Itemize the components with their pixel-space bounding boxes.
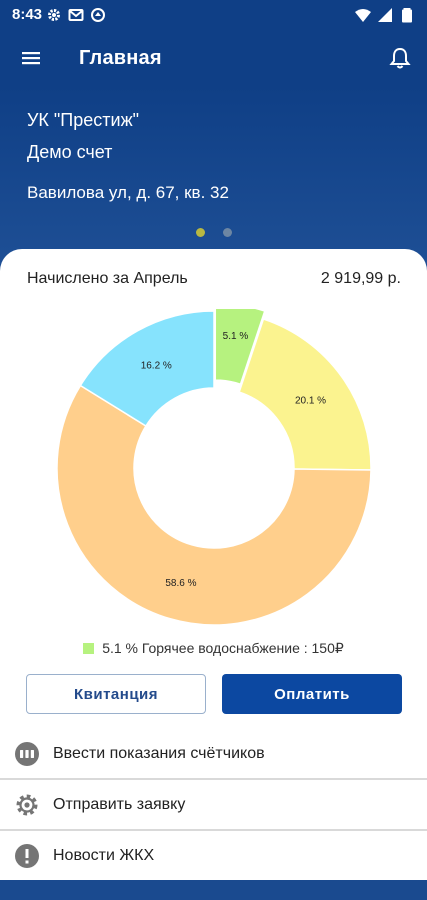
- charged-label: Начислено за Апрель: [27, 270, 188, 287]
- meter-icon: [15, 741, 39, 766]
- chart-slice[interactable]: [214, 309, 266, 386]
- pay-button[interactable]: Оплатить: [222, 674, 402, 714]
- settings-icon: [48, 9, 60, 21]
- carousel-indicator: [196, 228, 232, 237]
- slice-label: 5.1 %: [223, 331, 249, 342]
- legend-text: 5.1 % Горячее водоснабжение : 150₽: [102, 640, 344, 656]
- donut-hole: [144, 398, 284, 538]
- slice-label: 16.2 %: [141, 361, 172, 372]
- menu-item-label: Новости ЖКХ: [53, 846, 155, 864]
- receipt-button[interactable]: Квитанция: [26, 674, 206, 714]
- status-time: 8:43: [12, 6, 43, 23]
- slice-label: 20.1 %: [295, 395, 326, 406]
- mail-icon: [68, 9, 84, 21]
- carousel-dot-1[interactable]: [196, 228, 205, 237]
- menu-item-news[interactable]: Новости ЖКХ: [0, 831, 427, 880]
- management-company-name: УК "Престиж": [27, 110, 139, 130]
- charged-amount: 2 919,99 р.: [320, 270, 401, 287]
- account-name: Демо счет: [27, 142, 113, 162]
- account-address: Вавилова ул, д. 67, кв. 32: [27, 183, 229, 202]
- signal-icon: [378, 8, 392, 22]
- slice-label: 58.6 %: [165, 578, 196, 589]
- alert-icon: [15, 843, 39, 868]
- hamburger-menu-icon[interactable]: [18, 46, 44, 70]
- charges-donut-chart[interactable]: 5.1 % 20.1 % 58.6 % 16.2 %: [55, 309, 373, 627]
- app-bar: Главная: [0, 30, 427, 86]
- wifi-icon: [355, 9, 371, 22]
- notification-bell-icon[interactable]: [387, 45, 413, 71]
- battery-icon: [402, 8, 412, 23]
- status-bar: 8:43: [0, 0, 427, 30]
- carousel-dot-2[interactable]: [223, 228, 232, 237]
- sync-icon: [91, 8, 105, 22]
- action-menu: Ввести показания счётчиков Отправить зая…: [0, 729, 427, 880]
- menu-item-label: Отправить заявку: [53, 795, 186, 813]
- account-header[interactable]: УК "Престиж" Демо счет Вавилова ул, д. 6…: [0, 86, 427, 266]
- legend-swatch: [83, 643, 95, 654]
- chart-legend: 5.1 % Горячее водоснабжение : 150₽: [0, 640, 427, 657]
- menu-item-meter-readings[interactable]: Ввести показания счётчиков: [0, 729, 427, 778]
- menu-item-label: Ввести показания счётчиков: [53, 744, 265, 762]
- charges-card: Начислено за Апрель 2 919,99 р. 5.1 % 20.…: [0, 249, 427, 729]
- menu-item-send-request[interactable]: Отправить заявку: [0, 780, 427, 829]
- gear-icon: [16, 794, 38, 815]
- page-title: Главная: [79, 47, 162, 69]
